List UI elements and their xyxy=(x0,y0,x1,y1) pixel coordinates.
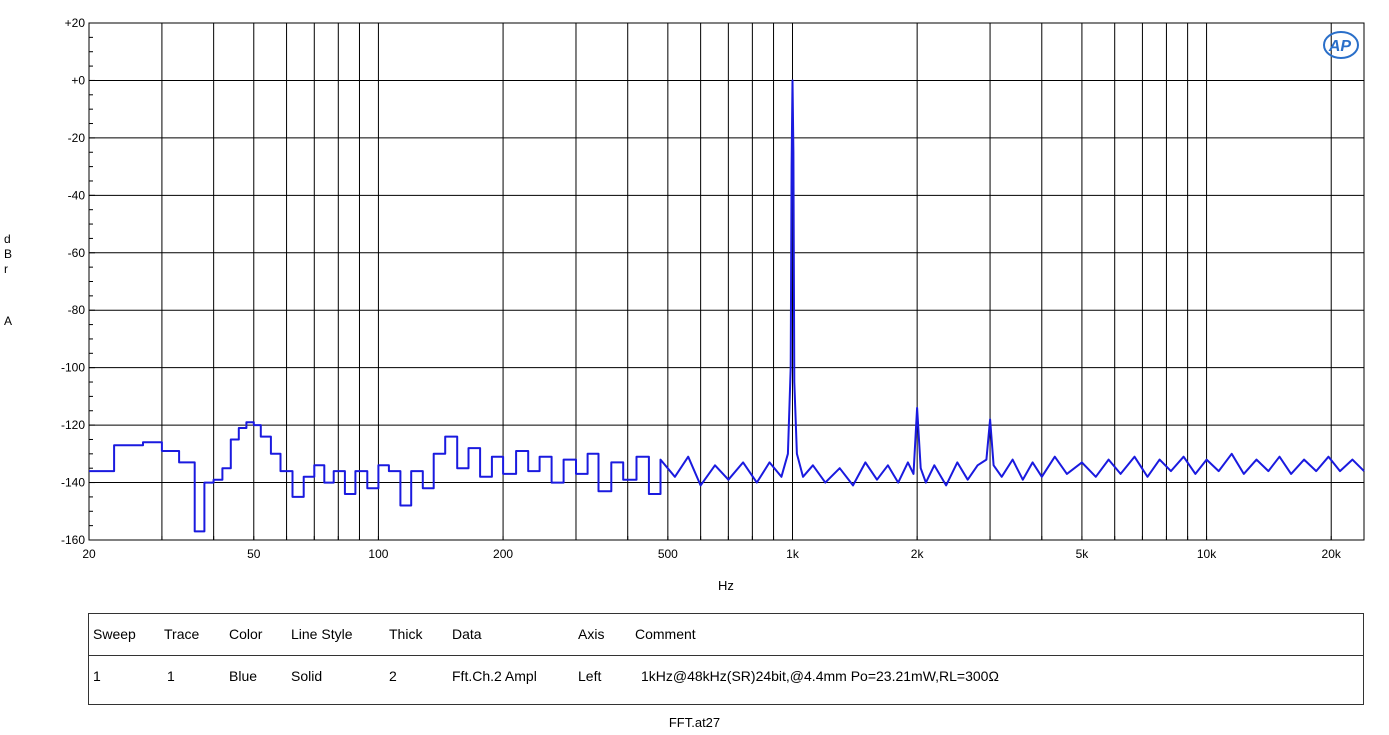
series-line-1 xyxy=(89,79,1365,533)
x-tick-label: 100 xyxy=(368,547,388,561)
fft-chart: +20 +0 -20 -40 -60 -80 -100 -120 -140 -160 20 50 10… xyxy=(61,16,1365,593)
x-tick-label: 20 xyxy=(82,547,96,561)
legend-header-color: Color xyxy=(229,626,263,642)
y-axis-label-letter: d xyxy=(4,232,11,246)
legend-cell-data: Fft.Ch.2 Ampl xyxy=(452,668,537,684)
legend-header-axis: Axis xyxy=(578,626,605,642)
legend-header-trace: Trace xyxy=(164,626,200,642)
legend-divider xyxy=(89,655,1363,656)
x-axis-label: Hz xyxy=(718,578,734,593)
x-tick-label: 50 xyxy=(247,547,261,561)
y-tick-label: -40 xyxy=(68,188,86,202)
x-tick-label: 200 xyxy=(493,547,513,561)
y-tick-label: -100 xyxy=(61,361,85,375)
ap-logo-text: AP xyxy=(1328,38,1352,55)
legend-header-comment: Comment xyxy=(635,626,696,642)
y-tick-label: -80 xyxy=(68,303,86,317)
legend-cell-thick: 2 xyxy=(389,668,397,684)
legend-header-data: Data xyxy=(452,626,482,642)
legend-cell-sweep: 1 xyxy=(93,668,101,684)
y-axis-label-letter: A xyxy=(4,314,13,328)
file-name-footer: FFT.at27 xyxy=(668,715,721,730)
y-tick-label: -140 xyxy=(61,476,85,490)
x-axis: 20 50 100 200 500 1k 2k 5k 10k 20k xyxy=(82,536,1342,561)
legend-cell-axis: Left xyxy=(578,668,602,684)
y-axis-label-letter: B xyxy=(4,247,13,261)
x-tick-label: 1k xyxy=(786,547,800,561)
series-layer xyxy=(89,79,1365,533)
legend-header-line-style: Line Style xyxy=(291,626,353,642)
legend-cell-comment: 1kHz@48kHz(SR)24bit,@4.4mm Po=23.21mW,RL… xyxy=(641,668,999,684)
x-tick-label: 2k xyxy=(911,547,925,561)
ap-logo: AP xyxy=(1323,31,1359,59)
y-tick-label: -60 xyxy=(68,246,86,260)
y-tick-label: -20 xyxy=(68,131,86,145)
chart-grid xyxy=(89,23,1364,540)
legend-header-thick: Thick xyxy=(389,626,423,642)
y-tick-label: -120 xyxy=(61,418,85,432)
y-tick-label: +20 xyxy=(65,16,86,30)
legend-cell-line-style: Solid xyxy=(291,668,323,684)
legend-cell-trace: 1 xyxy=(167,668,175,684)
y-axis: +20 +0 -20 -40 -60 -80 -100 -120 -140 -160 xyxy=(61,16,95,547)
x-tick-label: 10k xyxy=(1197,547,1217,561)
y-tick-label: -160 xyxy=(61,533,85,547)
legend-header-sweep: Sweep xyxy=(93,626,136,642)
legend-table: Sweep Trace Color Line Style Thick Data … xyxy=(88,613,1364,705)
x-tick-label: 500 xyxy=(658,547,678,561)
x-tick-label: 5k xyxy=(1076,547,1090,561)
y-axis-label-letter: r xyxy=(4,262,8,276)
x-tick-label: 20k xyxy=(1322,547,1342,561)
legend-cell-color: Blue xyxy=(229,668,258,684)
y-tick-label: +0 xyxy=(71,73,85,87)
